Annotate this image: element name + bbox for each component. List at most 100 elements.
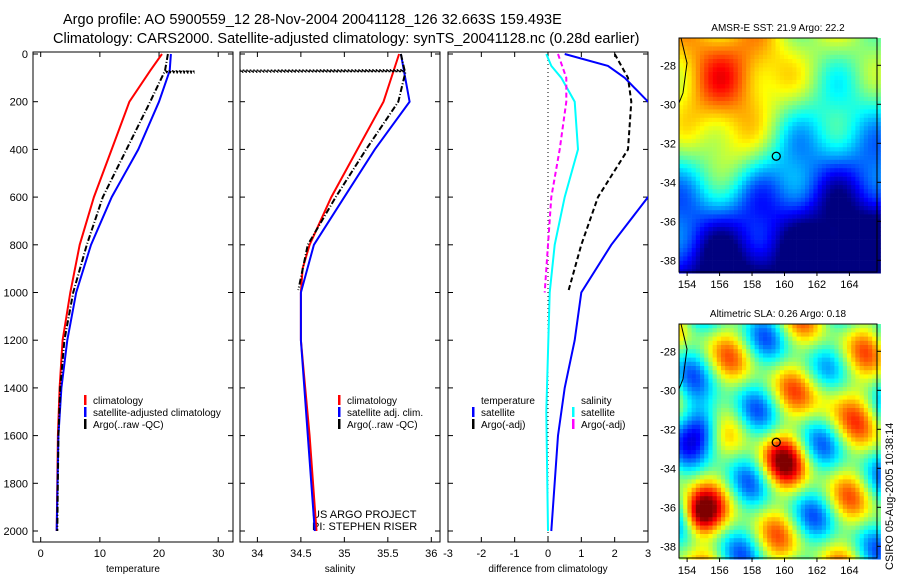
- map-cell: [796, 59, 802, 64]
- map-cell: [771, 214, 776, 219]
- map-cell: [708, 147, 713, 152]
- map-cell: [813, 437, 818, 442]
- map-cell: [805, 235, 810, 240]
- map-cell: [742, 130, 747, 135]
- map-cell: [800, 366, 806, 371]
- map-cell: [809, 370, 814, 375]
- map-cell: [834, 239, 839, 245]
- map-cell: [872, 59, 877, 64]
- map-cell: [729, 416, 734, 421]
- map-cell: [851, 63, 856, 68]
- map-cell: [758, 349, 764, 354]
- map-cell: [700, 222, 705, 228]
- map-cell: [716, 126, 722, 131]
- map-cell: [763, 433, 768, 438]
- map-cell: [851, 193, 856, 198]
- map-cell: [712, 122, 718, 127]
- map-cell: [742, 508, 747, 514]
- map-cell: [737, 424, 743, 430]
- map-cell: [725, 80, 730, 85]
- map-cell: [754, 424, 760, 430]
- map-cell: [771, 143, 776, 148]
- map-cell: [767, 458, 772, 463]
- map-cell: [834, 105, 839, 110]
- map-cell: [788, 151, 793, 156]
- map-cell: [763, 546, 768, 552]
- map-cell: [712, 340, 718, 346]
- map-cell: [851, 214, 856, 219]
- map-cell: [737, 391, 743, 396]
- map-cell: [729, 361, 734, 367]
- map-cell: [771, 429, 776, 434]
- map-cell: [763, 176, 768, 182]
- map-cell: [847, 155, 852, 161]
- map-cell: [729, 458, 734, 463]
- map-cell: [691, 399, 697, 405]
- map-cell: [737, 513, 743, 518]
- map-cell: [821, 437, 827, 442]
- map-cell: [725, 454, 730, 459]
- map-cell: [792, 366, 797, 371]
- map-cell: [750, 546, 755, 552]
- map-cell: [813, 164, 818, 169]
- map-cell: [855, 50, 860, 56]
- map-cell: [679, 231, 684, 236]
- map-cell: [716, 96, 722, 102]
- map-cell: [863, 122, 869, 127]
- map-cell: [767, 67, 772, 72]
- map-cell: [679, 487, 684, 493]
- map-cell: [826, 521, 831, 526]
- legend-swatch: [338, 395, 341, 405]
- map-cell: [704, 151, 709, 156]
- map-cell: [792, 475, 797, 480]
- map-cell: [775, 496, 781, 501]
- map-cell: [695, 214, 701, 219]
- map-cell: [758, 357, 764, 363]
- map-cell: [767, 433, 772, 438]
- map-cell: [733, 550, 739, 556]
- map-cell: [708, 492, 713, 497]
- map-cell: [792, 185, 797, 190]
- map-cell: [796, 75, 802, 81]
- map-cell: [809, 96, 814, 102]
- map-cell: [800, 462, 806, 468]
- map-cell: [830, 176, 835, 182]
- map-cell: [683, 441, 688, 447]
- map-cell: [754, 101, 760, 106]
- map-cell: [830, 399, 835, 405]
- map-cell: [733, 189, 739, 194]
- map-cell: [842, 54, 848, 60]
- map-cell: [830, 340, 835, 346]
- map-cell: [805, 96, 810, 102]
- map-cell: [809, 201, 814, 207]
- map-cell: [733, 357, 739, 363]
- map-cell: [712, 185, 718, 190]
- map-cell: [813, 475, 818, 480]
- map-cell: [784, 353, 789, 358]
- map-cell: [767, 63, 772, 68]
- map-cell: [683, 328, 688, 333]
- map-cell: [809, 185, 814, 190]
- map-cell: [821, 42, 827, 47]
- map-cell: [788, 408, 793, 413]
- map-cell: [704, 243, 709, 249]
- map-cell: [700, 336, 705, 342]
- map-cell: [838, 75, 844, 81]
- map-cell: [868, 109, 873, 114]
- map-cell: [868, 42, 873, 47]
- map-cell: [775, 84, 781, 89]
- map-cell: [792, 437, 797, 442]
- map-cell: [733, 332, 739, 337]
- map-cell: [700, 454, 705, 459]
- map-cell: [708, 555, 713, 560]
- map-cell: [742, 466, 747, 472]
- map-cell: [729, 555, 734, 560]
- map-cell: [821, 210, 827, 215]
- map-cell: [750, 366, 755, 371]
- map-cell: [809, 416, 814, 421]
- map-cell: [763, 164, 768, 169]
- map-cell: [737, 151, 743, 156]
- map-cell: [792, 84, 797, 89]
- map-cell: [687, 487, 692, 493]
- map-cell: [708, 75, 713, 81]
